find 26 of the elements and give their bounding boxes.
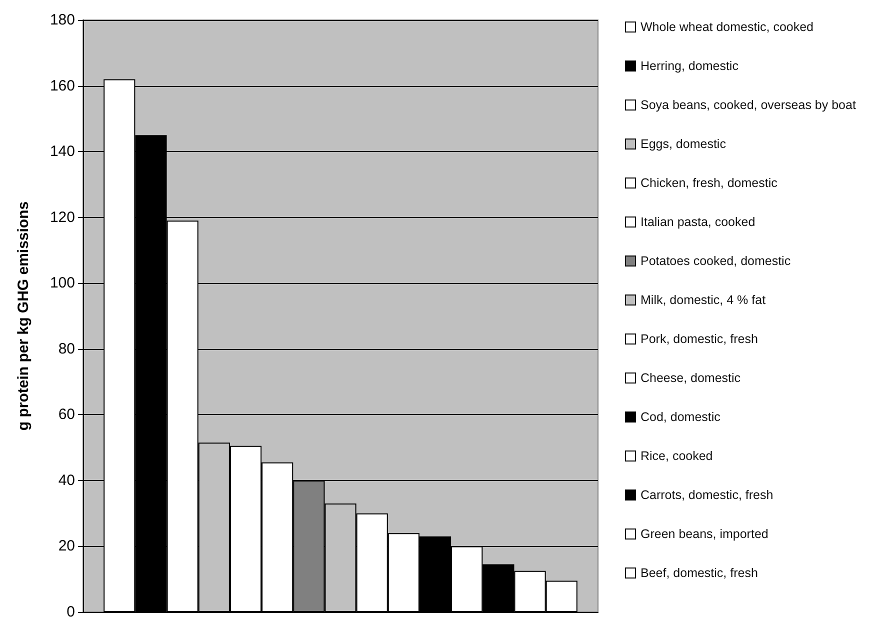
legend-label: Chicken, fresh, domestic — [640, 176, 778, 190]
legend-label: Beef, domestic, fresh — [640, 566, 758, 580]
legend-label: Rice, cooked — [640, 449, 713, 463]
y-tick-label: 140 — [50, 143, 75, 160]
legend-label: Cod, domestic — [640, 410, 720, 424]
y-tick-label: 120 — [50, 208, 75, 226]
y-tick-label: 160 — [50, 77, 75, 94]
legend-label: Carrots, domestic, fresh — [640, 488, 774, 502]
legend-label: Eggs, domestic — [640, 137, 726, 151]
legend-label: Potatoes cooked, domestic — [640, 254, 791, 268]
legend-label: Cheese, domestic — [640, 371, 741, 385]
legend-label: Herring, domestic — [640, 59, 738, 73]
legend-label: Pork, domestic, fresh — [640, 332, 758, 346]
y-tick-label: 80 — [58, 340, 75, 358]
legend-label: Green beans, imported — [640, 527, 768, 541]
y-tick-label: 20 — [58, 538, 75, 555]
legend-label: Whole wheat domestic, cooked — [640, 20, 814, 34]
legend-label: Milk, domestic, 4 % fat — [640, 293, 766, 307]
legend-label: Italian pasta, cooked — [640, 215, 756, 229]
y-axis-title: g protein per kg GHG emissions — [15, 201, 32, 431]
y-tick-label: 180 — [50, 12, 75, 28]
y-tick-label: 40 — [58, 472, 75, 489]
y-tick-label: 0 — [66, 604, 75, 620]
y-tick-label: 100 — [50, 274, 75, 292]
legend-label: Soya beans, cooked, overseas by boat — [640, 98, 856, 112]
y-tick-label: 60 — [58, 406, 75, 424]
